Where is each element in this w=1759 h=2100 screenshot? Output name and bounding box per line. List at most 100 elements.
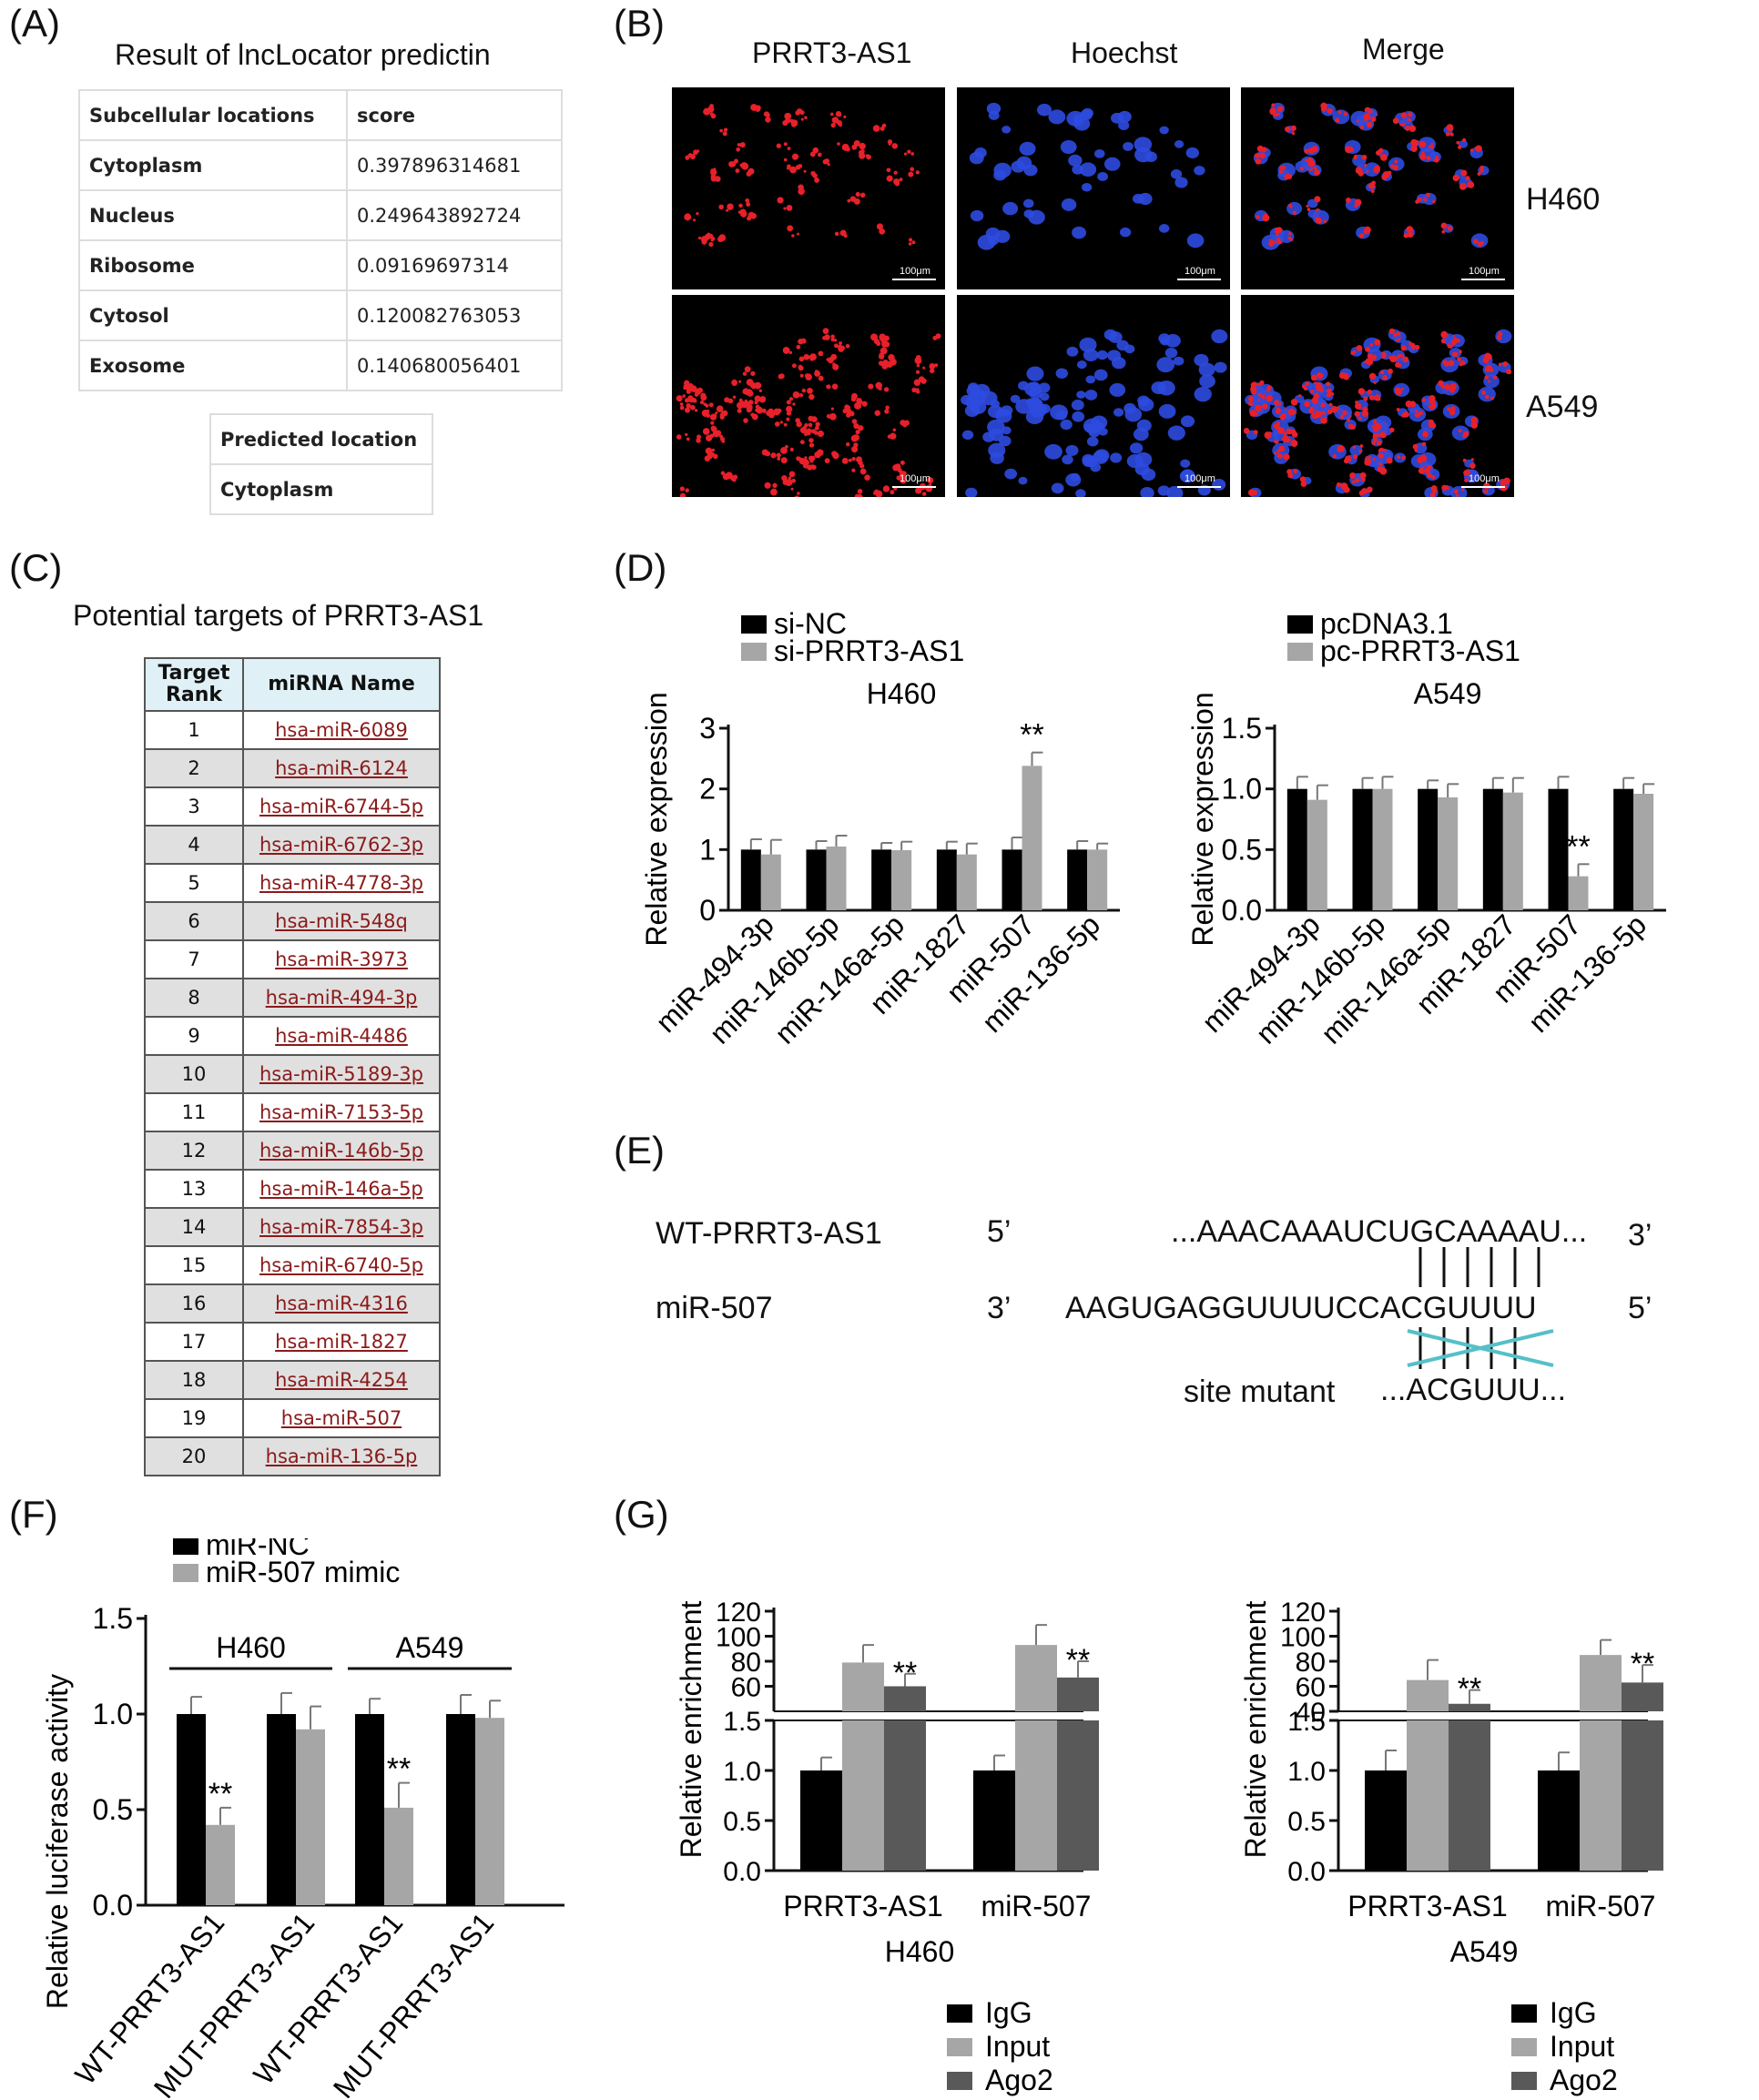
mirna-link[interactable]: hsa-miR-6740-5p bbox=[259, 1254, 424, 1276]
scale-bar-label: 100μm bbox=[1469, 473, 1500, 484]
mir-3prime: 3’ bbox=[987, 1291, 1012, 1325]
mirna-link[interactable]: hsa-miR-7153-5p bbox=[259, 1101, 424, 1123]
y-tick-label: 1.0 bbox=[723, 1757, 761, 1787]
bar bbox=[1407, 1679, 1449, 1711]
mirna-link[interactable]: hsa-miR-4486 bbox=[275, 1025, 408, 1047]
mirna-link[interactable]: hsa-miR-3973 bbox=[275, 949, 408, 970]
mirna-cell: hsa-miR-136-5p bbox=[242, 1436, 441, 1476]
location-score: 0.249643892724 bbox=[346, 189, 563, 241]
mirna-cell: hsa-miR-6089 bbox=[242, 710, 441, 750]
mirna-link[interactable]: hsa-miR-4254 bbox=[275, 1369, 408, 1391]
y-tick-label: 3 bbox=[699, 712, 716, 745]
mirna-cell: hsa-miR-3973 bbox=[242, 939, 441, 979]
y-tick-label: 0.5 bbox=[723, 1807, 761, 1837]
mirna-link[interactable]: hsa-miR-136-5p bbox=[265, 1446, 418, 1467]
legend-swatch bbox=[173, 1538, 198, 1555]
wt-5prime: 5’ bbox=[987, 1214, 1012, 1249]
legend-swatch bbox=[947, 2038, 972, 2056]
mirna-cell: hsa-miR-494-3p bbox=[242, 978, 441, 1018]
legend-label: IgG bbox=[985, 1996, 1032, 2029]
scale-bar-label: 100μm bbox=[900, 473, 930, 484]
mirna-link[interactable]: hsa-miR-146b-5p bbox=[259, 1140, 423, 1162]
target-table: Target Rank miRNA Name 1 hsa-miR-6089 2 hsa… bbox=[144, 657, 441, 1476]
base-pairing-diagram bbox=[1407, 1247, 1554, 1369]
table-row: 4 hsa-miR-6762-3p bbox=[144, 825, 441, 865]
y-tick-label: 0.0 bbox=[1222, 894, 1262, 927]
table-row: 1 hsa-miR-6089 bbox=[144, 710, 441, 750]
bar bbox=[1568, 876, 1589, 910]
significance-marker: ** bbox=[1458, 1672, 1481, 1707]
mirna-link[interactable]: hsa-miR-6124 bbox=[275, 757, 408, 779]
y-tick-label: 0.0 bbox=[93, 1889, 133, 1922]
x-tick-label: miR-507 bbox=[1546, 1890, 1656, 1922]
legend-label: si-NC bbox=[774, 610, 847, 640]
mirna-link[interactable]: hsa-miR-494-3p bbox=[265, 987, 418, 1009]
bar bbox=[355, 1714, 384, 1905]
bar bbox=[384, 1807, 413, 1905]
target-rank: 8 bbox=[144, 978, 244, 1018]
mirna-cell: hsa-miR-7854-3p bbox=[242, 1207, 441, 1247]
panel-label-c: (C) bbox=[9, 546, 63, 589]
mirna-link[interactable]: hsa-miR-6744-5p bbox=[259, 796, 424, 817]
bar bbox=[973, 1770, 1015, 1871]
mirna-cell: hsa-miR-4486 bbox=[242, 1016, 441, 1056]
y-tick-label: 60 bbox=[731, 1673, 761, 1703]
mirna-cell: hsa-miR-548q bbox=[242, 901, 441, 941]
mirna-cell: hsa-miR-4778-3p bbox=[242, 863, 441, 903]
mirna-link[interactable]: hsa-miR-4316 bbox=[275, 1293, 408, 1314]
mirna-link[interactable]: hsa-miR-507 bbox=[280, 1407, 402, 1429]
target-rank: 15 bbox=[144, 1245, 244, 1285]
table-row: 20 hsa-miR-136-5p bbox=[144, 1436, 441, 1476]
target-rank: 13 bbox=[144, 1169, 244, 1209]
chart-g-right: Relative enrichment 0.0 0.5 1.0 1.5406080100… bbox=[1239, 1598, 1663, 2096]
row-label-a549: A549 bbox=[1526, 390, 1599, 424]
y-tick-label: 0 bbox=[699, 894, 716, 927]
target-rank: 20 bbox=[144, 1436, 244, 1476]
mirna-link[interactable]: hsa-miR-7854-3p bbox=[259, 1216, 424, 1238]
mirna-cell: hsa-miR-146b-5p bbox=[242, 1131, 441, 1171]
bar-lower-segment bbox=[1622, 1720, 1663, 1871]
scale-bar-label: 100μm bbox=[900, 266, 930, 277]
table-row: 17 hsa-miR-1827 bbox=[144, 1322, 441, 1362]
scale-bar bbox=[892, 486, 936, 488]
microscopy-image: 100μm bbox=[672, 87, 945, 289]
significance-marker: ** bbox=[387, 1752, 411, 1787]
x-tick-label: PRRT3-AS1 bbox=[1347, 1890, 1507, 1922]
y-tick-label: 80 bbox=[731, 1648, 761, 1678]
legend-swatch bbox=[1511, 2038, 1537, 2056]
legend-label: IgG bbox=[1550, 1996, 1597, 2029]
bar bbox=[871, 849, 892, 910]
pairing-lines-upper bbox=[1418, 1247, 1540, 1287]
bar bbox=[1622, 1682, 1663, 1711]
header-score: score bbox=[346, 89, 563, 141]
mirna-link[interactable]: hsa-miR-6089 bbox=[275, 719, 408, 741]
bar bbox=[1580, 1655, 1622, 1711]
bar bbox=[760, 854, 781, 910]
bar bbox=[206, 1824, 235, 1905]
mirna-link[interactable]: hsa-miR-1827 bbox=[275, 1331, 408, 1353]
group-label: A549 bbox=[396, 1631, 464, 1664]
y-tick-label: 40 bbox=[1296, 1698, 1326, 1728]
mutant-sequence: ...ACGUUU... bbox=[1380, 1373, 1567, 1407]
table-row: Cytoplasm 0.397896314681 bbox=[78, 139, 563, 191]
mirna-cell: hsa-miR-4254 bbox=[242, 1360, 441, 1400]
table-row: 2 hsa-miR-6124 bbox=[144, 748, 441, 788]
y-tick-label: 1.5 bbox=[93, 1602, 133, 1635]
y-tick-label: 100 bbox=[716, 1623, 761, 1653]
mirna-link[interactable]: hsa-miR-5189-3p bbox=[259, 1063, 424, 1085]
bar bbox=[884, 1686, 926, 1711]
significance-marker: ** bbox=[1631, 1647, 1654, 1681]
mirna-link[interactable]: hsa-miR-6762-3p bbox=[259, 834, 424, 856]
microscopy-image: 100μm bbox=[1241, 87, 1514, 289]
bar bbox=[1286, 788, 1307, 910]
mirna-link[interactable]: hsa-miR-146a-5p bbox=[259, 1178, 423, 1200]
mirna-cell: hsa-miR-7153-5p bbox=[242, 1092, 441, 1132]
y-axis-label: Relative enrichment bbox=[675, 1600, 707, 1858]
scale-bar bbox=[892, 279, 936, 280]
mirna-link[interactable]: hsa-miR-4778-3p bbox=[259, 872, 424, 894]
legend-swatch bbox=[173, 1564, 198, 1582]
legend-label: Ago2 bbox=[985, 2064, 1053, 2096]
mirna-link[interactable]: hsa-miR-548q bbox=[275, 910, 408, 932]
bar bbox=[956, 854, 977, 910]
significance-marker: ** bbox=[208, 1777, 232, 1811]
